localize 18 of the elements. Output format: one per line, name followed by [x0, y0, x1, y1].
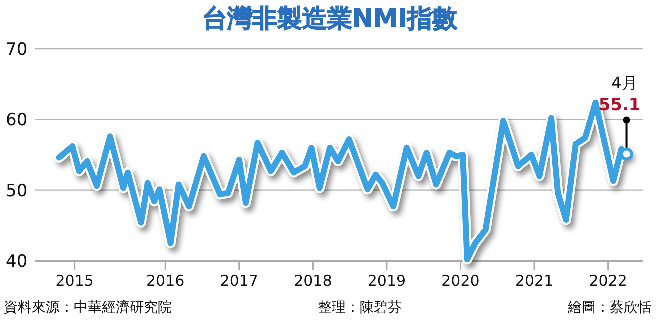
- x-tick-label: 2019: [368, 272, 406, 290]
- y-tick-label: 40: [6, 252, 28, 272]
- x-tick-label: 2018: [294, 272, 332, 290]
- x-tick-label: 2022: [589, 272, 628, 290]
- x-tick-label: 2016: [146, 272, 185, 290]
- y-tick-label: 60: [6, 110, 28, 131]
- chart-title: 台灣非製造業NMI指數: [202, 4, 459, 33]
- x-tick-label: 2017: [220, 272, 258, 290]
- y-tick-label: 50: [6, 181, 28, 202]
- annotation: 55.1: [598, 95, 641, 116]
- x-tick-label: 2021: [515, 272, 554, 290]
- y-tick-label: 70: [6, 40, 28, 60]
- x-tick-label: 2020: [442, 272, 480, 290]
- annotation: 4月: [612, 73, 638, 92]
- text: 整理：陳碧芬: [318, 300, 402, 316]
- source-note: 資料來源：中華經濟研究院: [4, 300, 172, 316]
- text: 繪圖：蔡欣恬: [567, 300, 652, 316]
- x-tick-label: 2015: [56, 272, 94, 290]
